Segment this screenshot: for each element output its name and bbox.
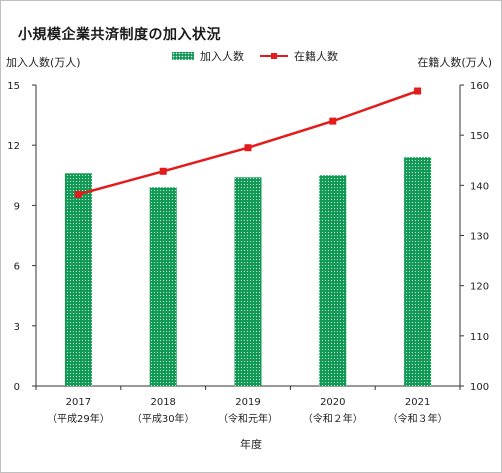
bar-2021 [404, 157, 432, 386]
y-axis-right-label: 在籍人数(万人) [417, 56, 492, 69]
legend-swatch-bar [172, 52, 194, 60]
y-right-tick-label: 140 [470, 181, 489, 192]
line-point-2020 [329, 117, 337, 125]
line-point-2017 [74, 190, 82, 198]
legend: 加入人数 在籍人数 [172, 48, 354, 64]
y-right-tick-label: 130 [470, 232, 489, 243]
bar-2020 [319, 175, 347, 386]
x-tick-sublabel: （令和２年） [303, 412, 363, 425]
x-tick-sublabel: （令和３年） [388, 412, 448, 425]
legend-swatch-line [260, 51, 288, 61]
line-point-2018 [159, 167, 167, 175]
x-tick-label: 2017 [66, 397, 91, 408]
line-point-2019 [244, 144, 252, 152]
bar-2019 [234, 177, 262, 386]
line-point-2021 [414, 87, 422, 95]
x-axis-label: 年度 [240, 438, 262, 451]
y-axis-left-label: 加入人数(万人) [6, 56, 81, 69]
bar-2018 [149, 187, 177, 386]
x-tick-sublabel: （令和元年） [218, 412, 278, 425]
y-right-tick-label: 120 [470, 282, 489, 293]
y-right-tick-label: 160 [470, 81, 489, 92]
y-right-tick-label: 110 [470, 332, 489, 343]
legend-item-line: 在籍人数 [260, 48, 338, 64]
x-tick-sublabel: （平成30年） [132, 412, 195, 425]
bar-2017 [64, 173, 92, 386]
legend-label-bar: 加入人数 [200, 50, 244, 63]
legend-label-line: 在籍人数 [294, 50, 338, 63]
x-tick-label: 2020 [320, 397, 345, 408]
y-left-tick-label: 15 [7, 81, 20, 92]
y-left-tick-label: 3 [14, 322, 20, 333]
x-tick-label: 2018 [150, 397, 175, 408]
y-left-tick-label: 6 [14, 262, 20, 273]
chart-title: 小規模企業共済制度の加入状況 [18, 27, 221, 43]
y-right-tick-label: 150 [470, 131, 489, 142]
y-left-tick-label: 9 [14, 201, 20, 212]
x-tick-sublabel: （平成29年） [47, 412, 110, 425]
legend-item-bar: 加入人数 [172, 48, 244, 64]
y-left-tick-label: 12 [7, 141, 20, 152]
x-tick-label: 2019 [235, 397, 260, 408]
y-right-tick-label: 100 [470, 382, 489, 393]
y-left-tick-label: 0 [14, 382, 20, 393]
x-tick-label: 2021 [405, 397, 430, 408]
